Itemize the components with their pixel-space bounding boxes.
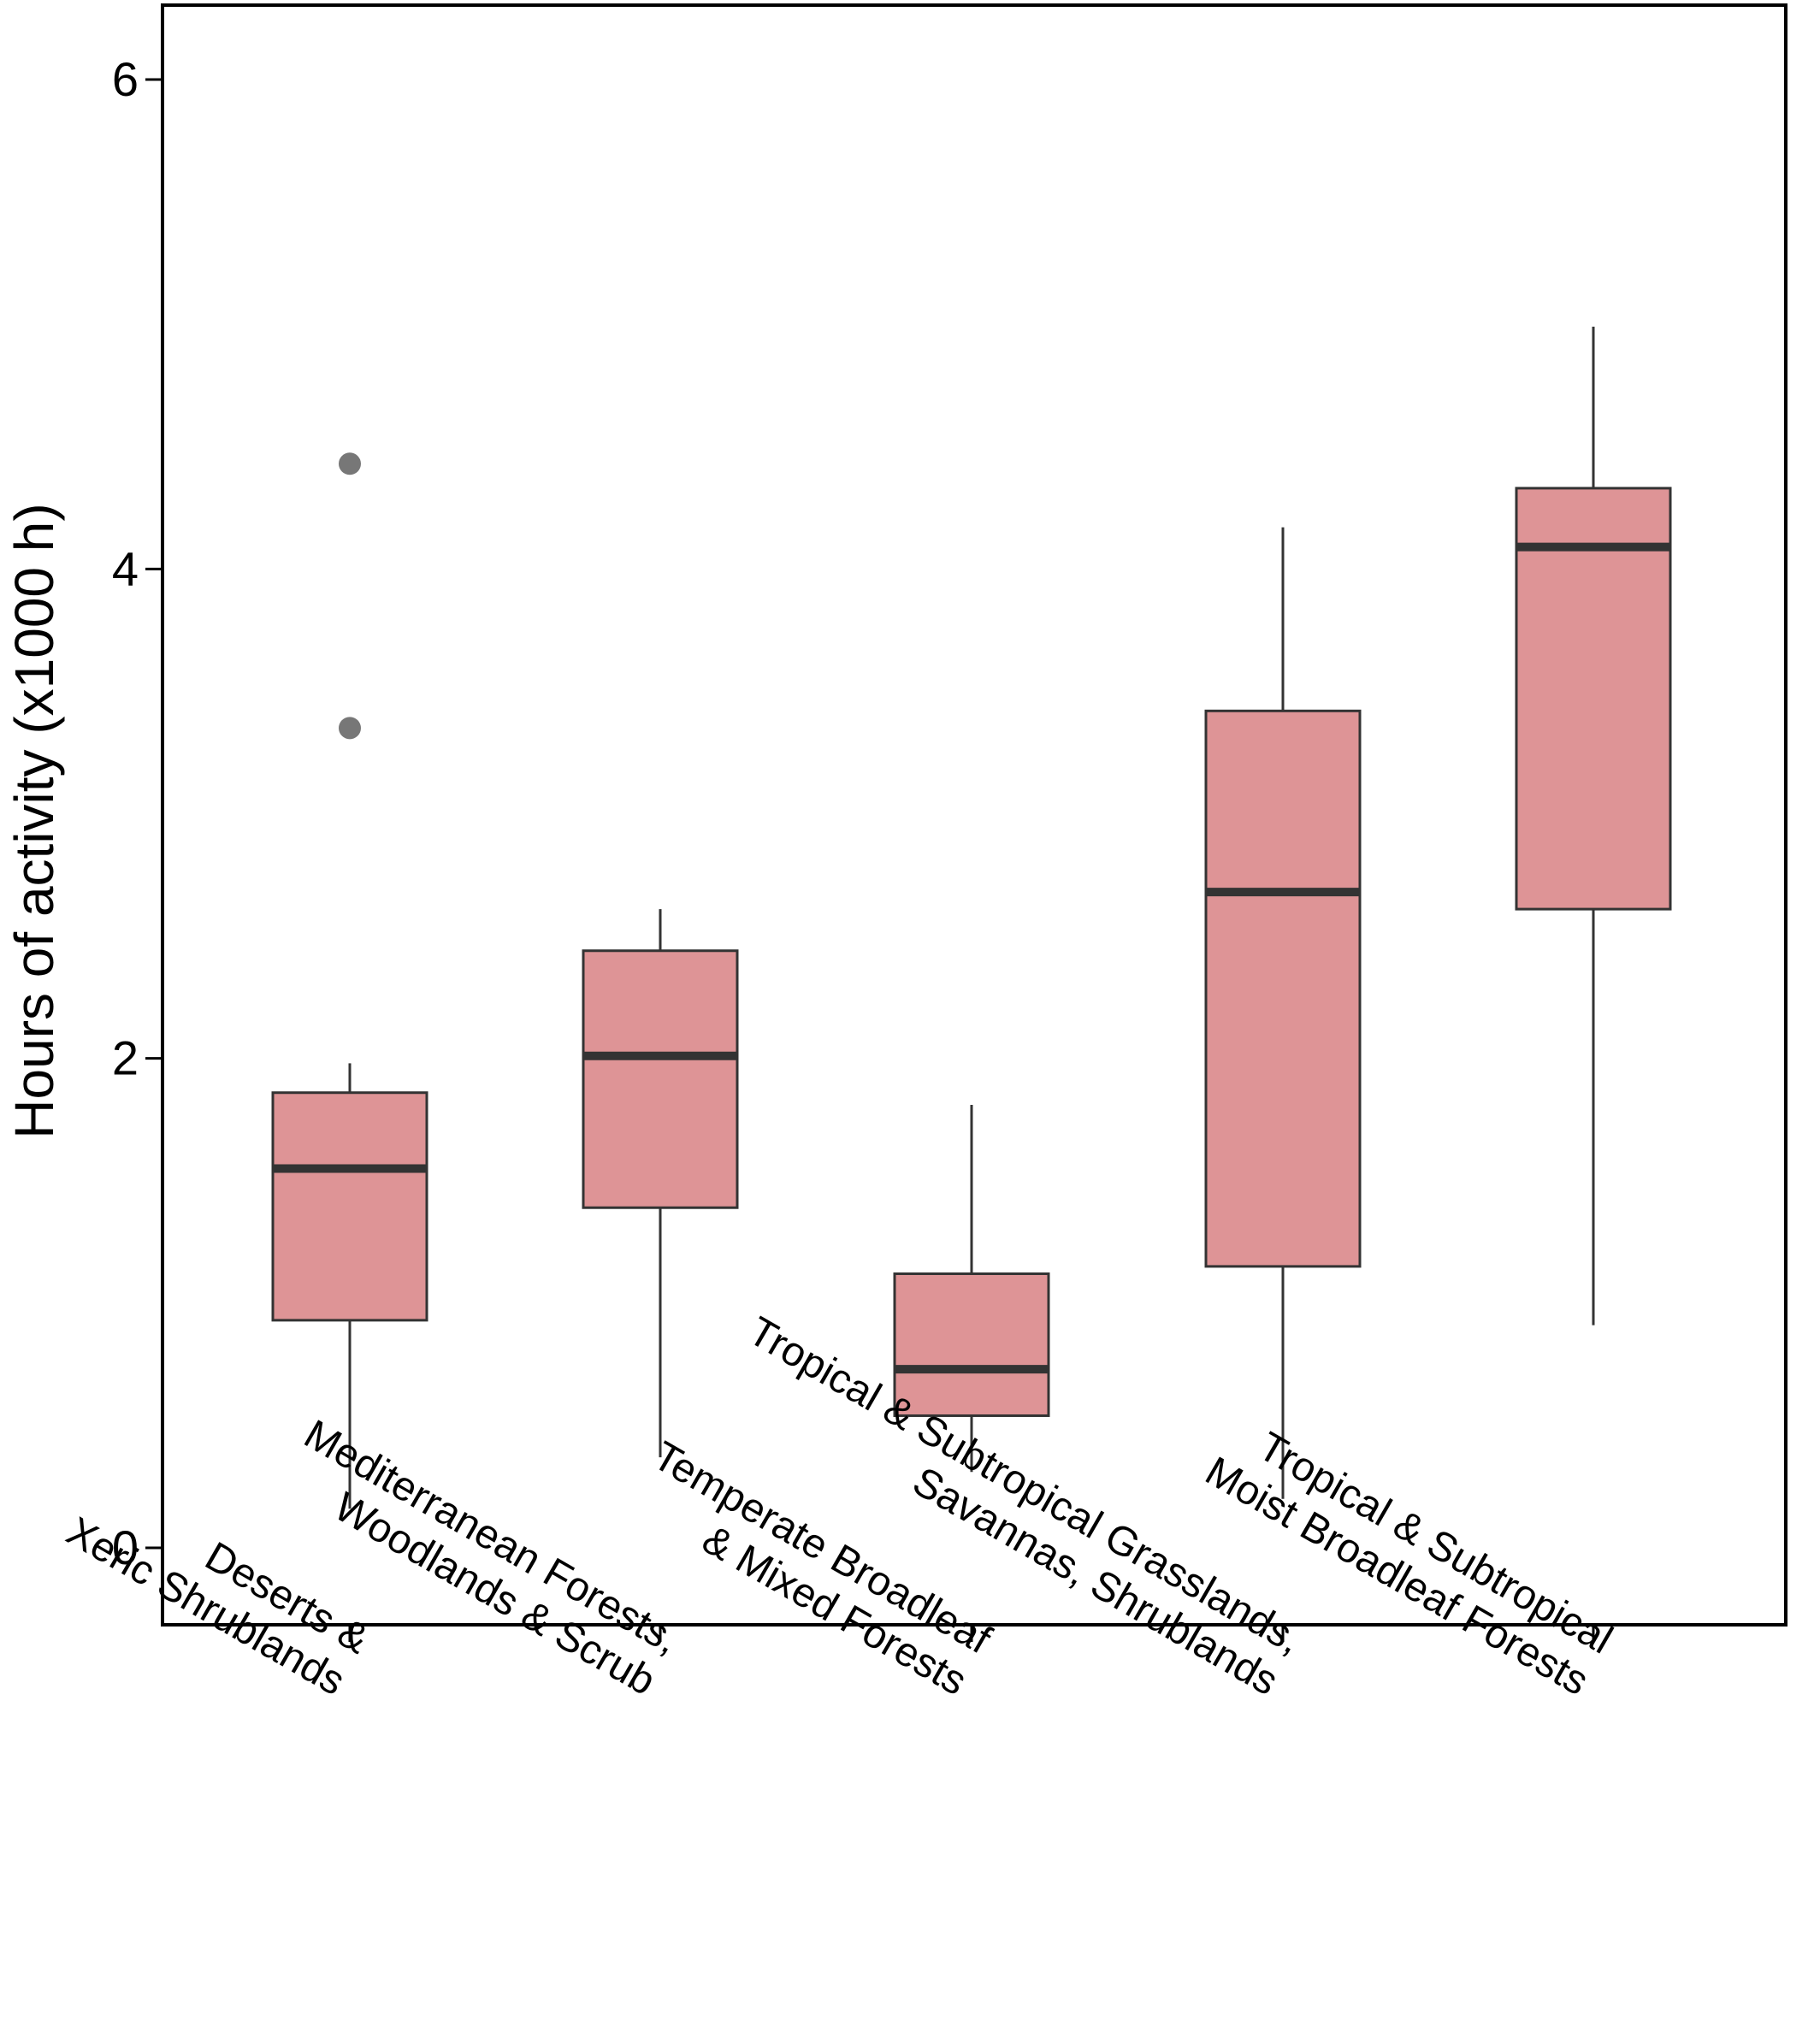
box-tropical-moist [1515, 327, 1672, 1325]
x-tick-label: Deserts &Xeric Shrublands [59, 1467, 376, 1704]
y-tick-label: 0 [112, 1520, 139, 1574]
iqr-box [582, 949, 739, 1209]
box-mediterranean [582, 909, 739, 1458]
iqr-box [893, 1272, 1050, 1417]
outlier-point [339, 717, 361, 740]
boxes-layer [271, 327, 1672, 1509]
y-tick-label: 4 [112, 541, 139, 595]
iqr-box [1515, 487, 1672, 911]
y-axis-label: Hours of activity (x1000 h) [3, 503, 65, 1138]
outlier-point [339, 452, 361, 475]
box-deserts [271, 452, 428, 1509]
plot-frame [161, 3, 1788, 1627]
y-tick-label: 2 [112, 1031, 139, 1085]
box-tropical-grasslands [1204, 527, 1362, 1499]
iqr-box [271, 1091, 428, 1322]
y-axis: 0 2 4 6 [112, 52, 162, 1574]
box-temperate [893, 1105, 1050, 1473]
y-tick-label: 6 [112, 52, 139, 106]
x-tick-label-deserts: Deserts &Xeric Shrublands [59, 1467, 376, 1704]
iqr-box [1204, 709, 1362, 1268]
